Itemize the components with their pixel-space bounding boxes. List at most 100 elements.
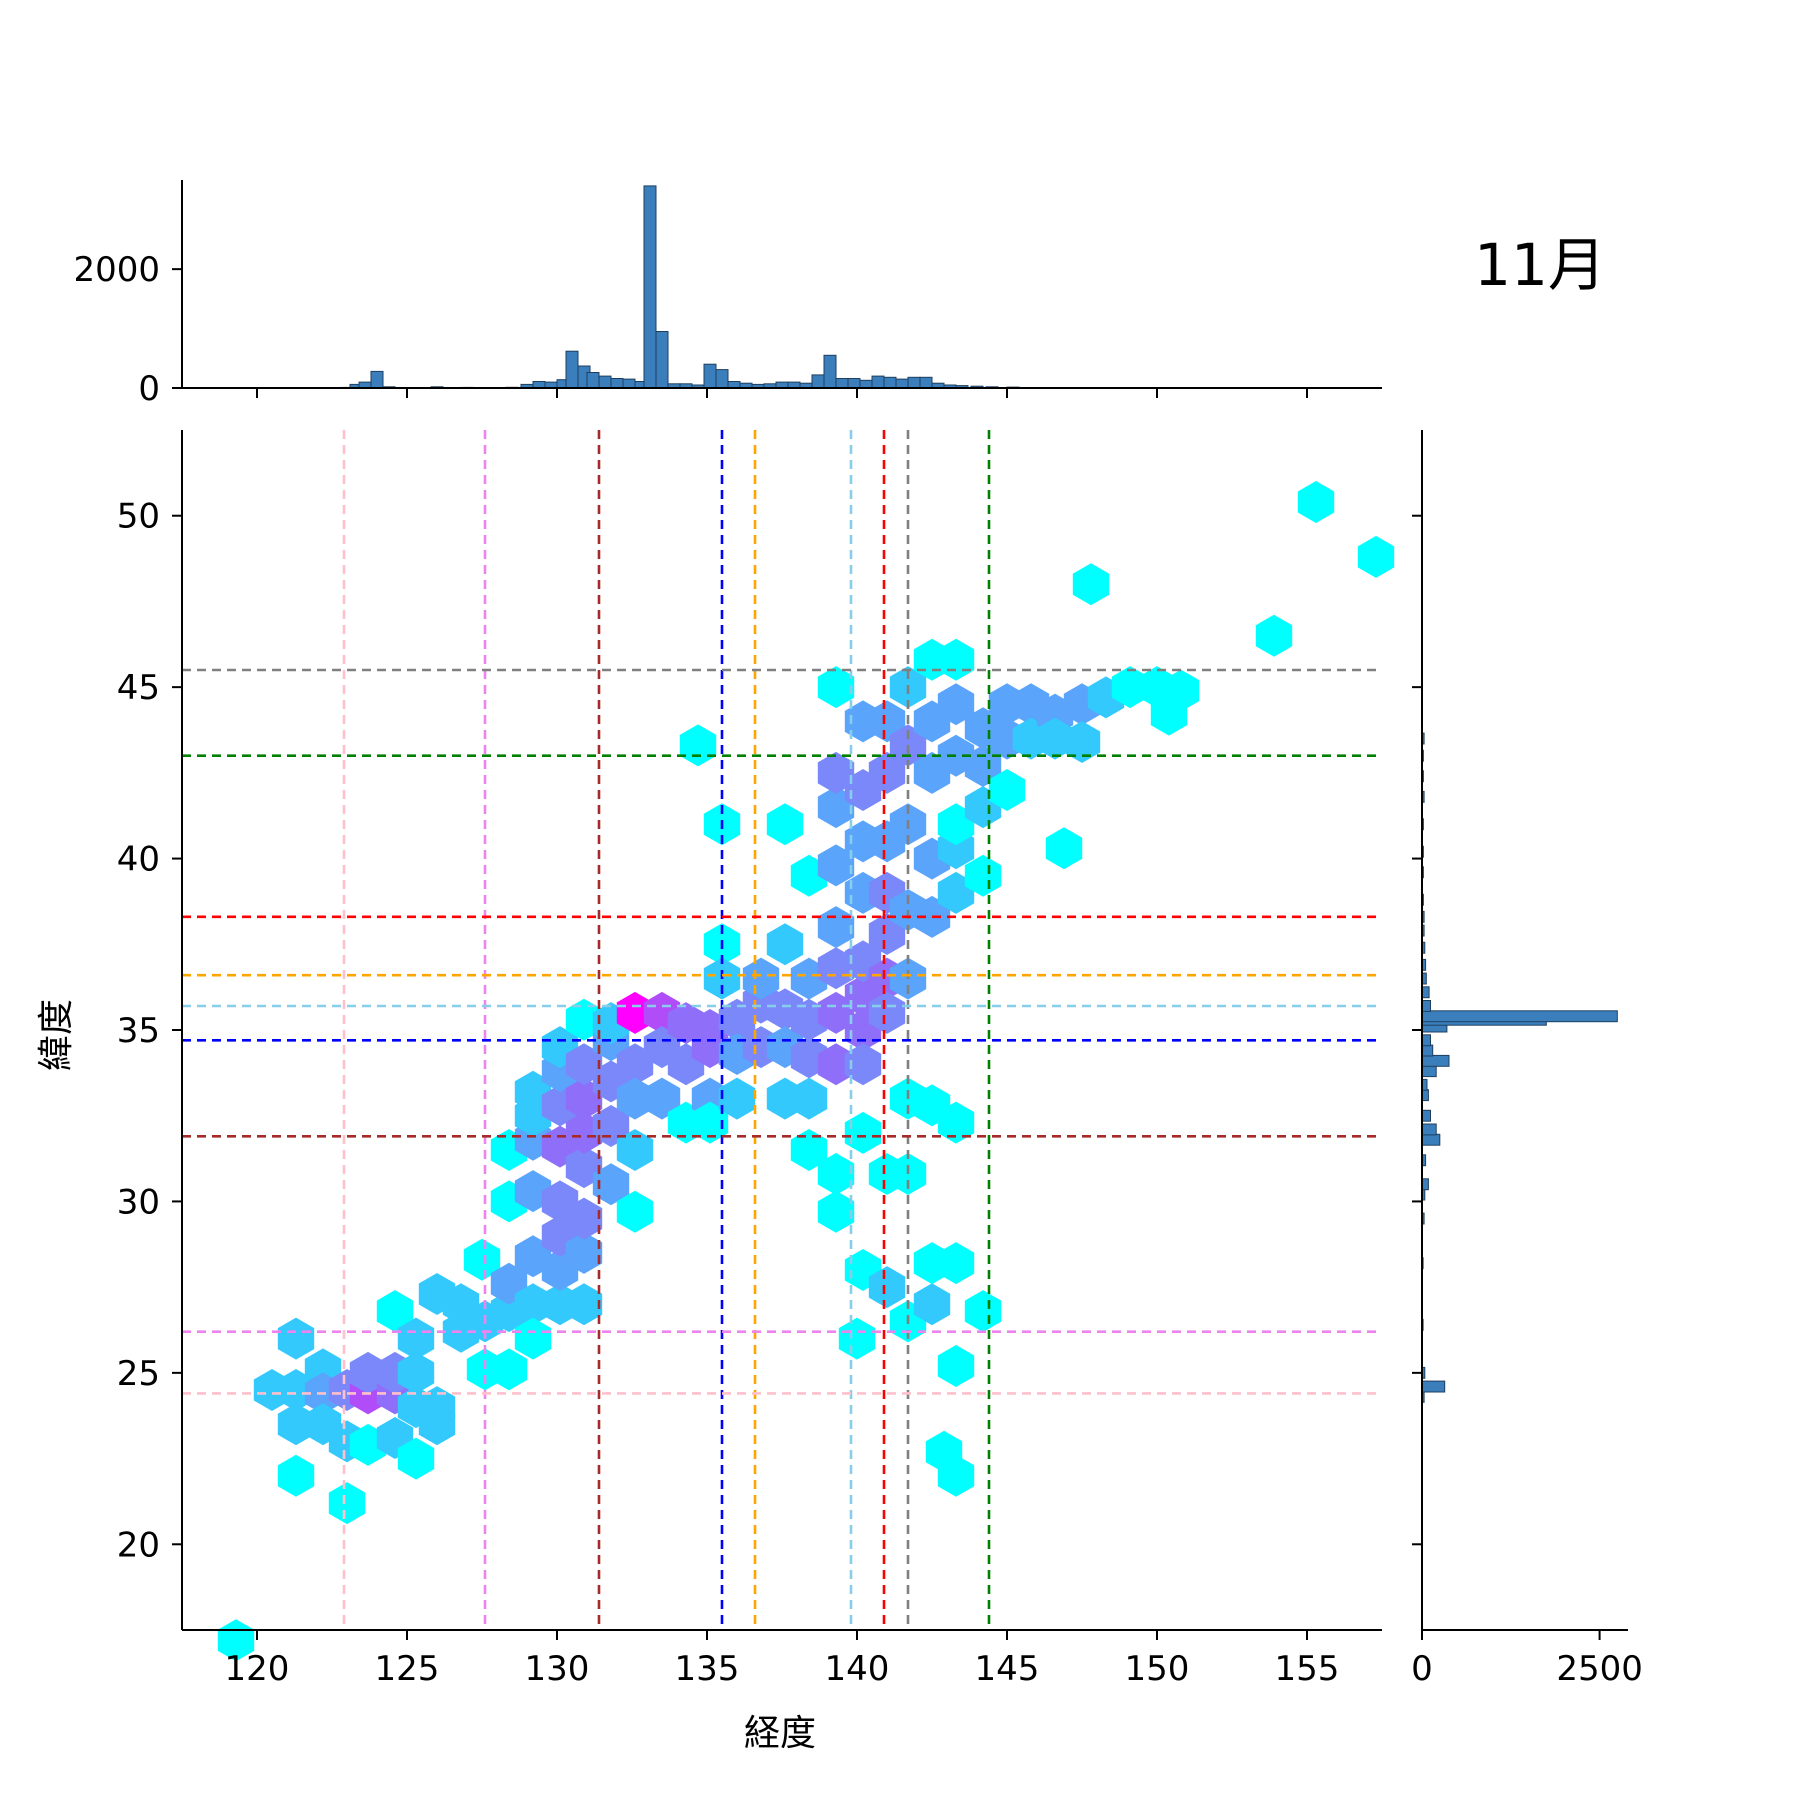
hexbin-cell (838, 1317, 876, 1360)
main-hexbin-plot (182, 430, 1395, 1662)
hexbin-cell (913, 1283, 951, 1326)
top-hist-bar (622, 378, 636, 389)
top-hist-bar (895, 378, 909, 389)
hexbin-cell (937, 1242, 975, 1285)
hexbin-cell (937, 638, 975, 681)
top-hist-bar (835, 378, 849, 389)
x-tick-label: 145 (975, 1649, 1040, 1689)
right-hist-bar (1421, 1133, 1441, 1146)
y-tick-label: 35 (117, 1011, 160, 1051)
x-tick-label: 140 (825, 1649, 890, 1689)
top-hist-bar (883, 376, 897, 389)
hexbin-cell (868, 751, 906, 794)
hexbin-cell (817, 1153, 855, 1195)
hexbin-cell (397, 1351, 435, 1394)
hexbin-cell (592, 1163, 630, 1206)
chart-title: 11月 (1474, 231, 1606, 299)
hexbin-cell (766, 803, 804, 846)
hexbin-cell (988, 769, 1026, 811)
hexbin-cell (514, 1317, 552, 1360)
hexbin-cell (718, 1077, 756, 1120)
y-tick-label: 50 (117, 497, 160, 537)
hexbin-cell (964, 854, 1002, 897)
top-hist-bar (871, 375, 885, 389)
top-hist-bar (643, 185, 657, 389)
right-hist-bar (1421, 1034, 1431, 1047)
right-hist-bar (1421, 1109, 1431, 1122)
top-hist-bar (907, 376, 921, 389)
hexbin-cell (1255, 614, 1293, 657)
hexbin-cell (277, 1454, 315, 1497)
top-hist-bar (586, 372, 600, 389)
hexbin-cell (376, 1290, 414, 1333)
x-tick-label: 125 (375, 1649, 440, 1689)
hexbin-cell (817, 666, 855, 709)
top-hist-bar (370, 370, 384, 389)
hexbin-cell (925, 1430, 963, 1473)
top-hist-bar (811, 374, 825, 389)
hexbin-cell (868, 991, 906, 1034)
right-hist-bar (1421, 986, 1430, 999)
x-tick-label: 130 (525, 1649, 590, 1689)
hexbin-cell (277, 1317, 315, 1360)
top-hist-bar (715, 369, 729, 389)
axes: 120 125 130 135 140 145 150 155 20 25 30 35 40 45 50 (117, 388, 1422, 1689)
hexbin-cell (964, 1290, 1002, 1333)
reference-lines (182, 430, 1382, 1630)
right-hist-x-tick-label: 0 (1411, 1649, 1433, 1689)
top-hist-bar (703, 363, 717, 389)
hexbin-cell (790, 1129, 828, 1171)
y-tick-label: 25 (117, 1354, 160, 1394)
hexbin-cell (328, 1482, 366, 1525)
hexbin-cell (691, 1101, 729, 1144)
hexbin-cell (565, 1283, 603, 1326)
top-hist-y-tick-label: 2000 (73, 250, 160, 290)
right-hist-bar (1421, 1380, 1446, 1393)
x-axis-label: 経度 (744, 1713, 816, 1754)
hexbin-cell (616, 1129, 654, 1171)
hexbin-cell (490, 1348, 528, 1391)
right-hist-bar (1421, 1054, 1450, 1067)
y-tick-label: 45 (117, 668, 160, 708)
top-hist-bar (565, 350, 579, 389)
y-tick-label: 30 (117, 1182, 160, 1222)
hexbin-cell (742, 957, 780, 1000)
x-tick-label: 135 (675, 1649, 740, 1689)
right-hist-bar (1421, 1000, 1431, 1012)
hexbin-cell (844, 1043, 882, 1086)
top-hist-bar (598, 375, 612, 389)
hexbin-cell (565, 1231, 603, 1274)
right-hist-bar (1421, 1065, 1437, 1078)
hexbin-cell (844, 1111, 882, 1154)
hexbin-cell (1297, 481, 1335, 523)
right-hist-bar (1421, 1044, 1434, 1057)
hexbin-cell (766, 923, 804, 966)
hexbin-cell (1357, 535, 1395, 578)
y-axis-label: 緯度 (36, 999, 77, 1071)
hexbin-cell (541, 1180, 579, 1223)
top-hist-bar (610, 378, 624, 389)
top-hist-bar (859, 379, 873, 389)
right-marginal-histogram: 0 2500 (1411, 430, 1643, 1689)
hexbin-cell (463, 1238, 501, 1281)
right-hist-bar (1421, 1123, 1437, 1136)
hexbin-cell (817, 1190, 855, 1233)
hexbin-cell (817, 906, 855, 949)
top-hist-bar (919, 376, 933, 389)
hexbin-cell (1072, 563, 1110, 606)
hexbin-cell (913, 1084, 951, 1127)
hexbin-cell (1045, 827, 1083, 870)
hexbin-cell (418, 1403, 456, 1446)
hexbin-cell (937, 1345, 975, 1387)
y-tick-label: 20 (117, 1525, 160, 1565)
hexbin-cells (217, 481, 1395, 1662)
y-tick-label: 40 (117, 840, 160, 880)
hexbin-cell (790, 1077, 828, 1120)
hexbin-cell (679, 724, 717, 767)
x-tick-label: 155 (1275, 1649, 1340, 1689)
hexbin-cell (817, 844, 855, 887)
x-tick-label: 120 (225, 1649, 290, 1689)
hexbin-cell (643, 1077, 681, 1120)
hexbin-cell (397, 1317, 435, 1360)
